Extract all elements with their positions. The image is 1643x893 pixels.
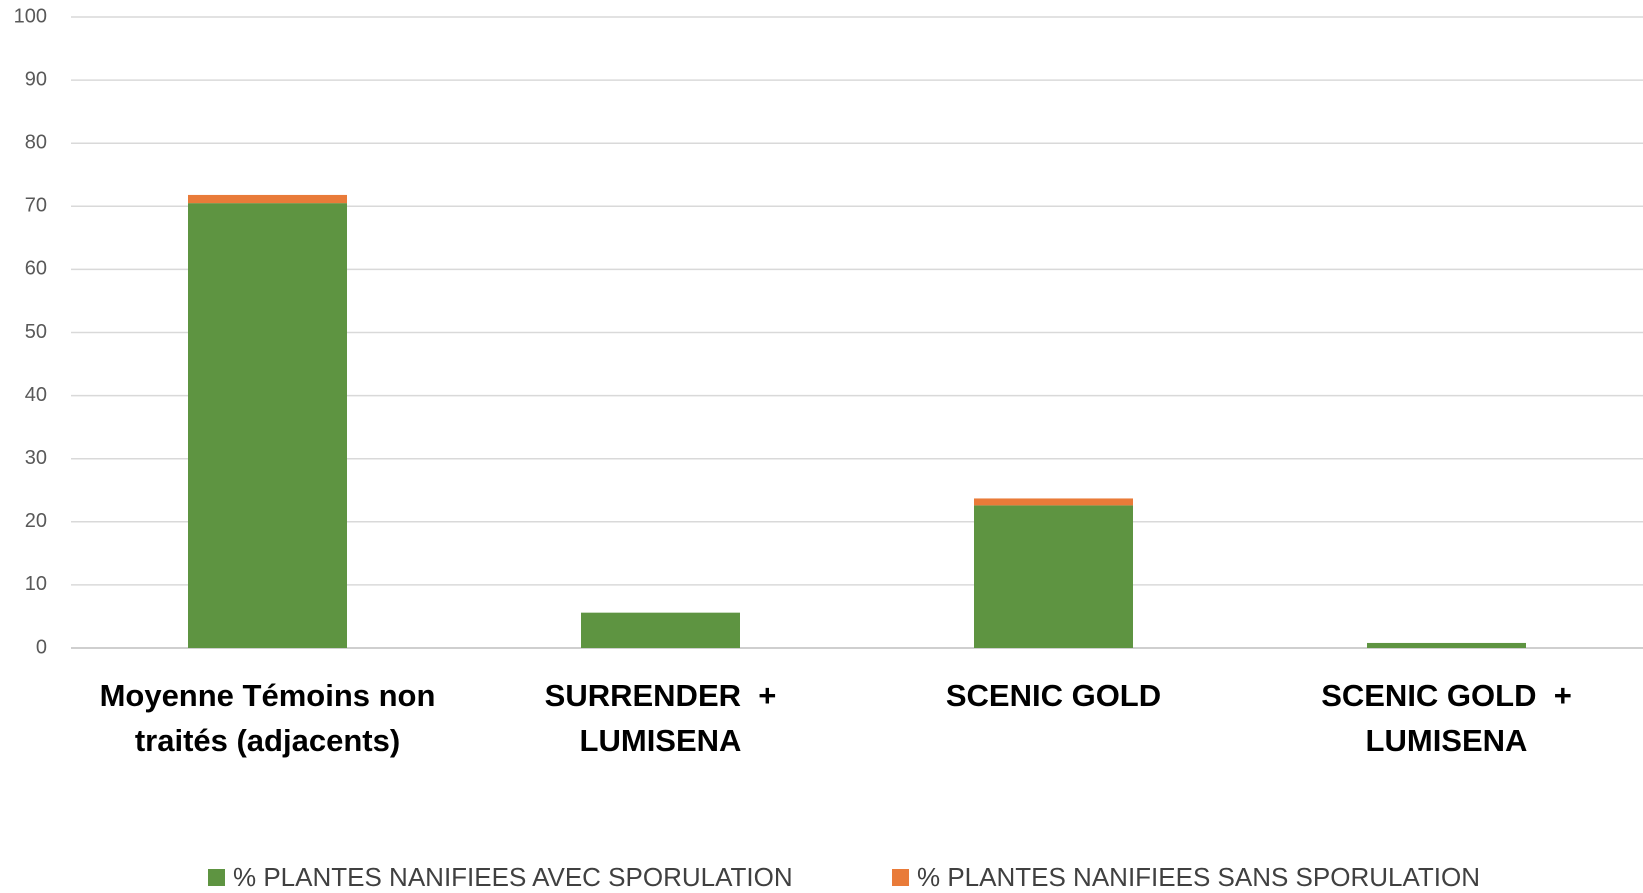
y-tick-label: 80: [25, 131, 47, 153]
legend-item: % PLANTES NANIFIEES AVEC SPORULATION: [208, 862, 793, 893]
legend-swatch: [892, 869, 909, 886]
y-tick-label: 30: [25, 447, 47, 469]
bar-segment: [974, 505, 1133, 648]
x-tick-label: Moyenne Témoins non traités (adjacents): [99, 678, 445, 758]
bar-segment: [974, 498, 1133, 506]
bar-segment: [581, 612, 740, 648]
y-tick-label: 20: [25, 510, 47, 532]
bar-segment: [188, 194, 347, 204]
legend-label: % PLANTES NANIFIEES AVEC SPORULATION: [233, 862, 793, 892]
bar-segment: [188, 203, 347, 648]
bar-segment: [1367, 642, 1526, 648]
y-tick-label: 70: [25, 195, 47, 217]
y-tick-label: 0: [36, 636, 47, 658]
y-tick-label: 10: [25, 573, 47, 595]
y-tick-label: 100: [14, 5, 47, 27]
y-tick-label: 40: [25, 384, 47, 406]
x-tick-label: SURRENDER + LUMISENA: [544, 678, 785, 758]
legend-item: % PLANTES NANIFIEES SANS SPORULATION: [892, 862, 1480, 893]
x-tick-label: SCENIC GOLD: [945, 678, 1162, 713]
y-tick-label: 90: [25, 68, 47, 90]
legend-label: % PLANTES NANIFIEES SANS SPORULATION: [917, 862, 1480, 892]
x-tick-label: SCENIC GOLD + LUMISENA: [1321, 678, 1581, 758]
y-tick-label: 60: [25, 258, 47, 280]
y-tick-label: 50: [25, 321, 47, 343]
legend-swatch: [208, 869, 225, 886]
